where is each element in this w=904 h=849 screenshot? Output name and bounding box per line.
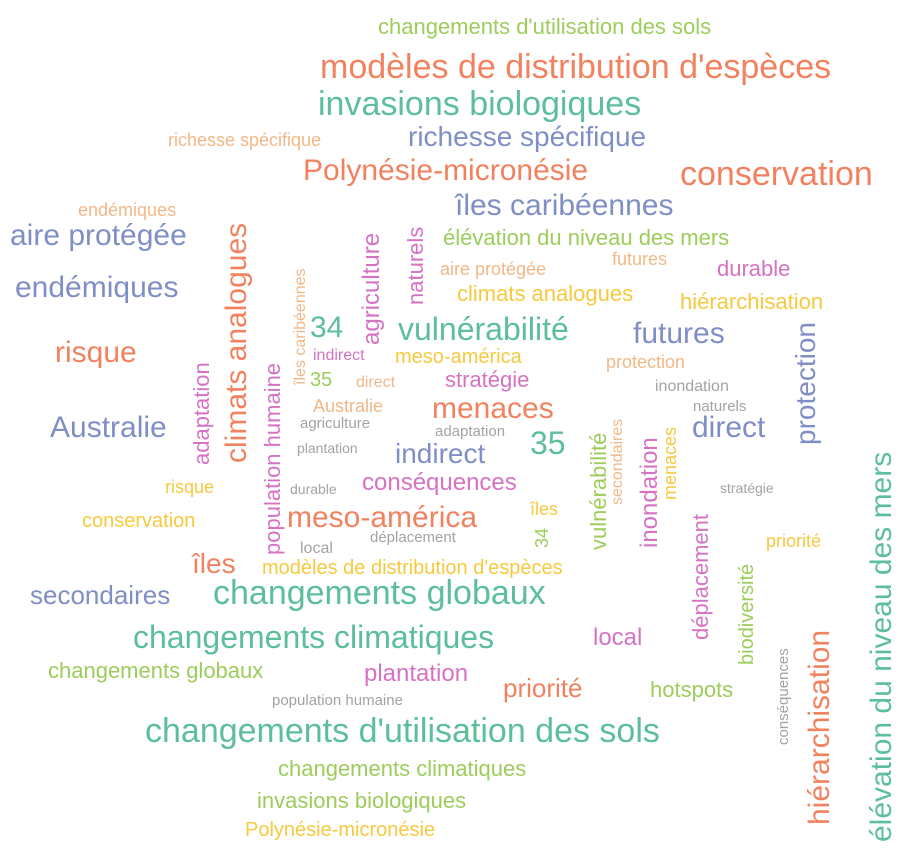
word: hiérarchisation [803, 630, 836, 825]
word: protection [790, 322, 821, 445]
word: 34 [532, 528, 552, 548]
word: changements d'utilisation des sols [378, 14, 711, 39]
word: climats analogues [220, 223, 253, 463]
word: hiérarchisation [680, 289, 823, 314]
word: secondaires [609, 419, 626, 505]
word: vulnérabilité [398, 311, 569, 347]
word: changements d'utilisation des sols [145, 712, 660, 750]
word: local [300, 540, 333, 557]
word: plantation [297, 440, 358, 456]
word: biodiversité [736, 564, 758, 665]
word: indirect [313, 347, 365, 364]
word: modèles de distribution d'espèces [262, 557, 563, 579]
word: modèles de distribution d'espèces [320, 48, 831, 86]
word: îles [191, 548, 236, 579]
word: richesse spécifique [408, 121, 646, 152]
word: élévation du niveau des mers [865, 452, 898, 842]
word: indirect [395, 438, 485, 469]
word: changements globaux [48, 658, 263, 683]
word: richesse spécifique [168, 130, 321, 150]
word: déplacement [370, 529, 457, 546]
word: stratégie [720, 480, 774, 496]
word: inondation [636, 437, 663, 548]
word: direct [692, 411, 766, 444]
word: aire protégée [10, 219, 187, 252]
word: secondaires [30, 580, 170, 610]
word: îles caribéennes [292, 268, 309, 386]
word: conservation [680, 155, 873, 193]
word: menaces [432, 392, 554, 425]
word: plantation [364, 660, 468, 687]
word: endémiques [78, 200, 176, 220]
word: priorité [503, 673, 582, 703]
word: changements globaux [213, 574, 546, 612]
word: futures [633, 317, 725, 350]
word: Australie [313, 396, 383, 416]
word: agriculture [300, 415, 370, 432]
word: îles [529, 499, 558, 519]
word: Polynésie-micronésie [245, 819, 435, 841]
word: meso-américa [395, 346, 523, 368]
word: Polynésie-micronésie [303, 154, 588, 187]
word: changements climatiques [133, 619, 494, 655]
word: adaptation [435, 423, 505, 440]
word: hotspots [650, 677, 733, 702]
word: naturels [403, 227, 428, 305]
word: direct [356, 374, 396, 391]
word: endémiques [15, 271, 178, 304]
word: conséquences [362, 469, 517, 496]
word: protection [606, 352, 685, 372]
word: meso-américa [287, 501, 477, 534]
word: risque [165, 477, 214, 497]
word: conséquences [775, 648, 792, 745]
word: 34 [310, 311, 343, 344]
word: inondation [655, 378, 729, 395]
word: priorité [766, 531, 821, 551]
word: élévation du niveau des mers [443, 225, 729, 250]
word: futures [612, 249, 667, 269]
word: agriculture [358, 233, 385, 345]
word: durable [717, 256, 790, 281]
word: climats analogues [457, 281, 633, 306]
word: menaces [660, 427, 680, 500]
word: aire protégée [440, 259, 546, 279]
word: invasions biologiques [257, 788, 466, 813]
word: 35 [310, 369, 332, 391]
word: stratégie [445, 367, 529, 392]
word: déplacement [688, 514, 713, 640]
word: Australie [50, 411, 167, 444]
word: conservation [82, 510, 195, 532]
word: population humaine [260, 363, 285, 555]
word: population humaine [272, 692, 403, 709]
word: durable [290, 481, 337, 497]
word: local [593, 624, 642, 651]
word: vulnérabilité [586, 433, 611, 550]
word: changements climatiques [278, 756, 526, 781]
word: adaptation [189, 362, 214, 465]
word: 35 [530, 425, 566, 461]
word: îles caribéennes [454, 189, 673, 222]
word: naturels [693, 398, 746, 415]
word: risque [55, 336, 137, 369]
word: invasions biologiques [318, 85, 641, 123]
